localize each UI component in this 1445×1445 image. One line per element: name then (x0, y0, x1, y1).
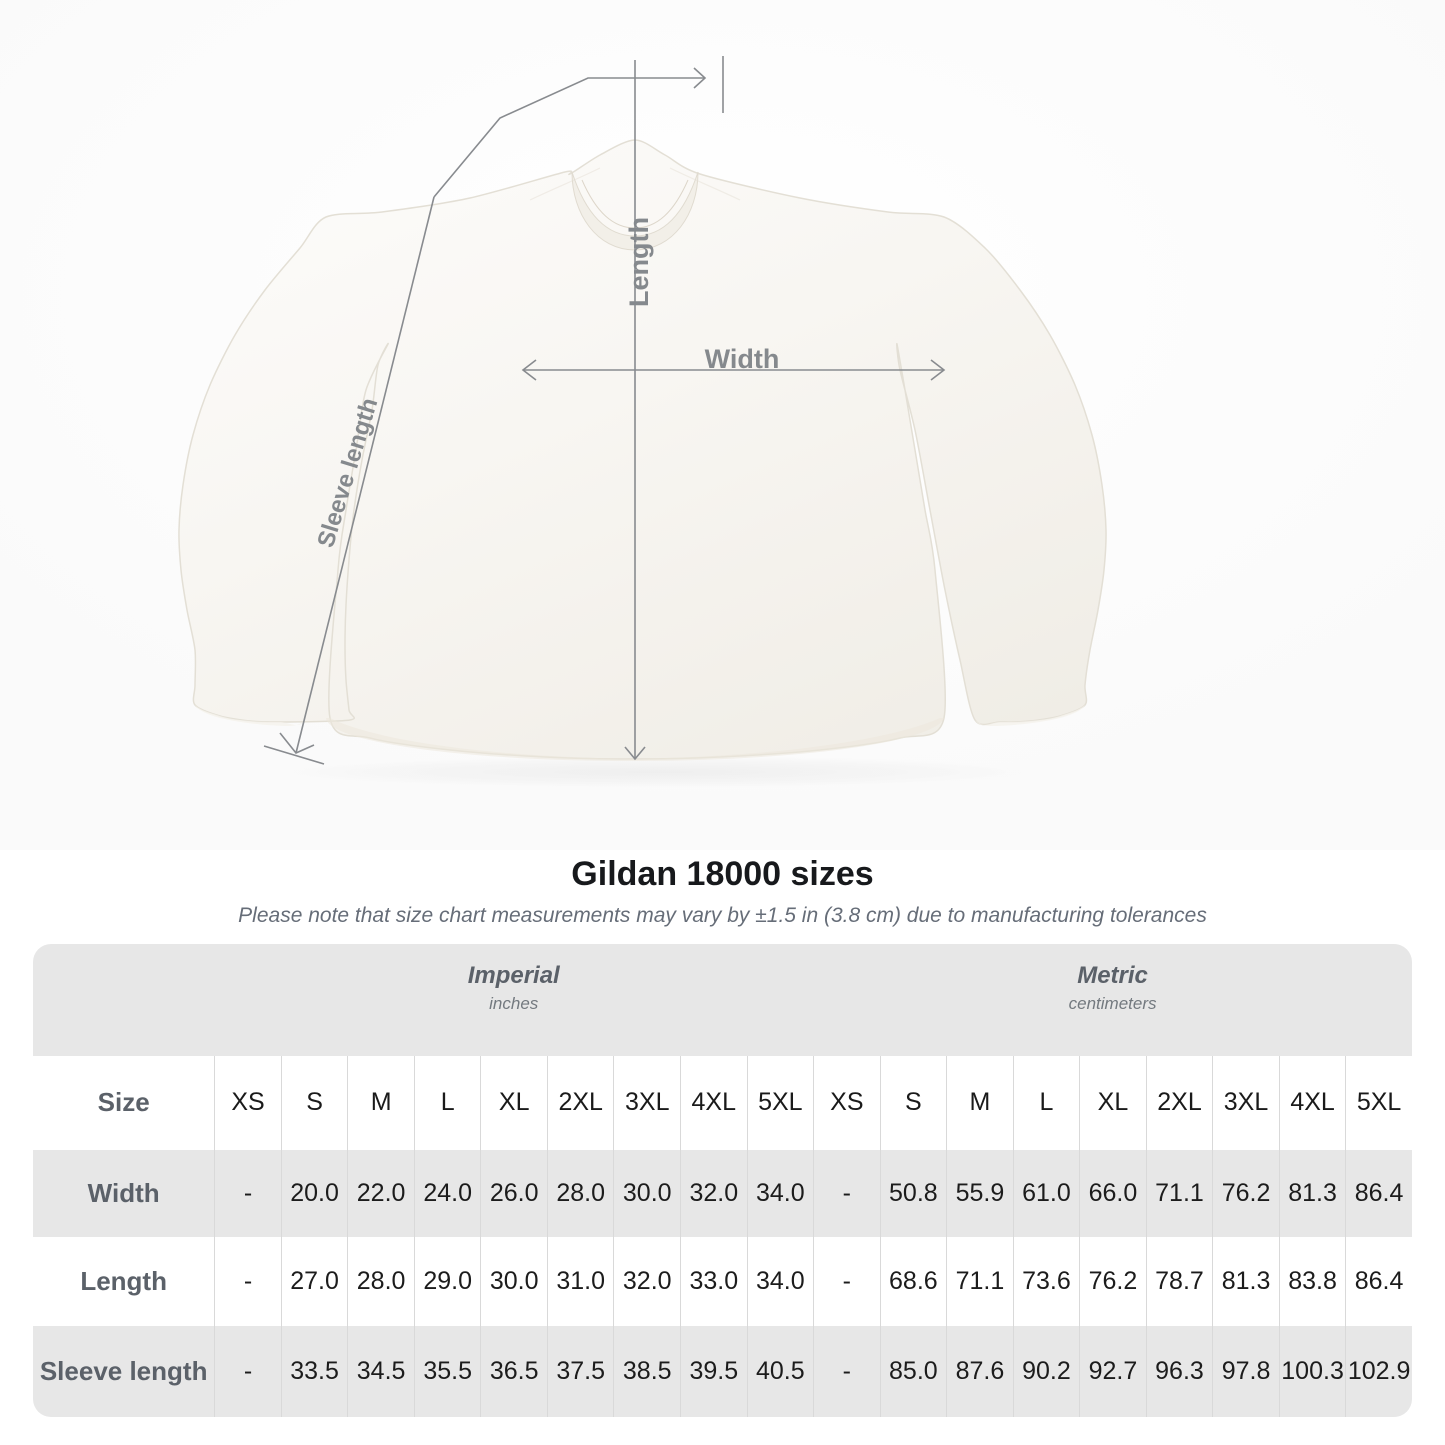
svg-text:Width: Width (705, 344, 780, 374)
svg-text:Length: Length (624, 217, 654, 307)
